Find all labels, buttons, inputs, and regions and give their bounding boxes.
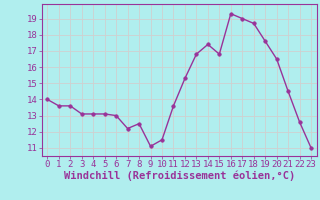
X-axis label: Windchill (Refroidissement éolien,°C): Windchill (Refroidissement éolien,°C)	[64, 171, 295, 181]
